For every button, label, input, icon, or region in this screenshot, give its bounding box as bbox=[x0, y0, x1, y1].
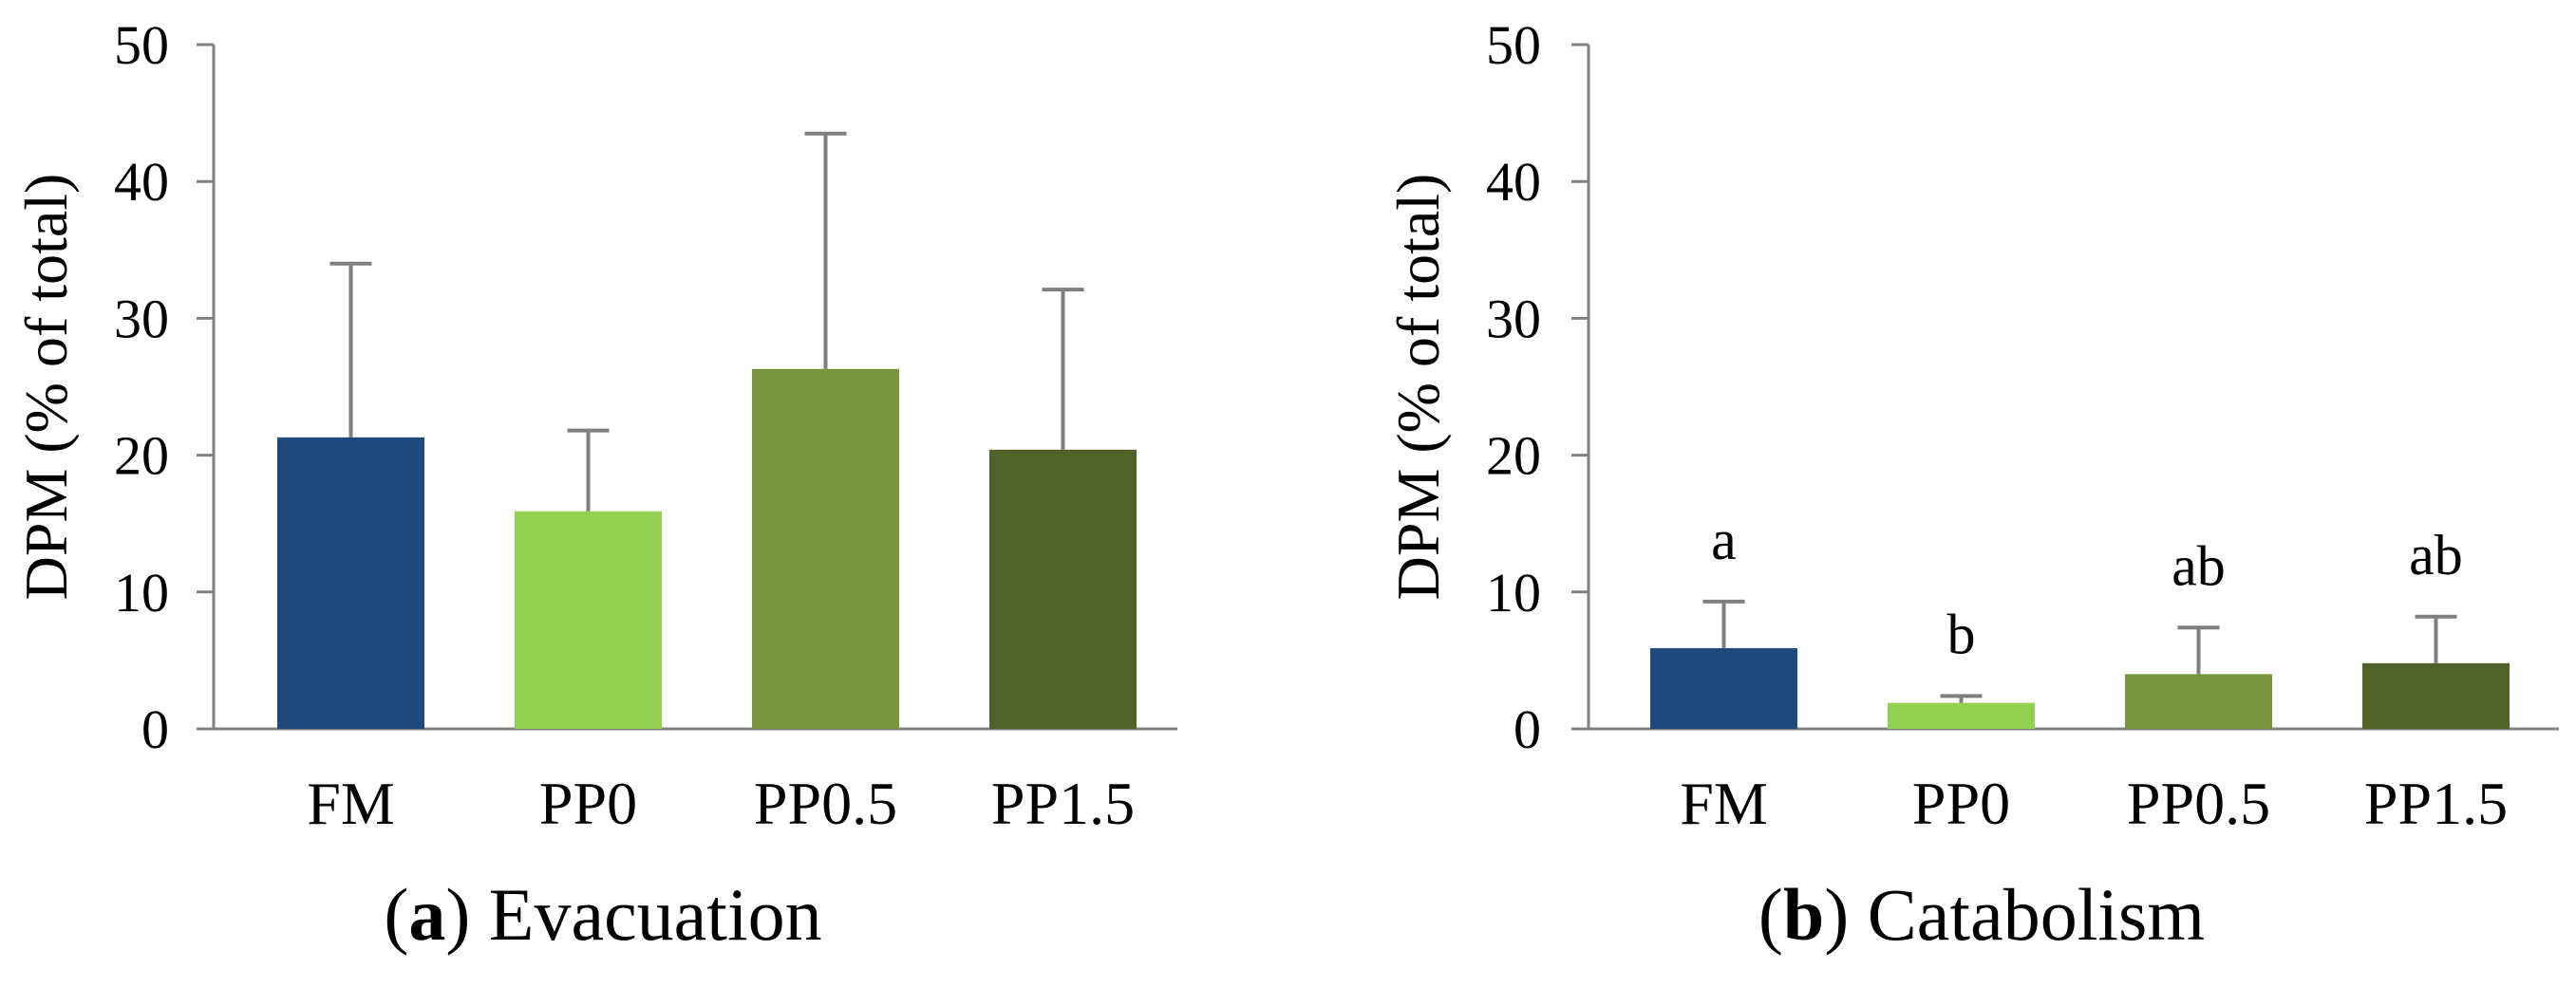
y-tick-label: 40 bbox=[1486, 151, 1541, 213]
x-category-label: FM bbox=[1680, 770, 1768, 837]
panel-caption: (b) Catabolism bbox=[1758, 873, 2205, 956]
significance-letter: ab bbox=[2409, 524, 2463, 587]
bar-pp0 bbox=[515, 511, 662, 729]
x-category-label: PP0.5 bbox=[2127, 770, 2270, 837]
x-category-label: FM bbox=[307, 770, 395, 837]
y-tick-label: 0 bbox=[1514, 699, 1541, 760]
panel-caption: (a) Evacuation bbox=[384, 873, 821, 956]
panel-title: Evacuation bbox=[489, 873, 822, 956]
bar-pp1-5 bbox=[989, 449, 1137, 729]
x-category-label: PP0 bbox=[1912, 770, 2010, 837]
y-axis-label: DPM (% of total) bbox=[12, 174, 80, 601]
significance-letter: ab bbox=[2172, 534, 2226, 597]
y-tick-label: 50 bbox=[1486, 14, 1541, 76]
y-tick-label: 20 bbox=[114, 425, 169, 487]
x-category-label: PP1.5 bbox=[991, 770, 1135, 837]
panel-title: Catabolism bbox=[1868, 873, 2205, 956]
chart-panel-a: 0 10 20 30 40 50 DPM (% of total) FM PP0 PP0.5 PP1… bbox=[12, 14, 1177, 956]
y-tick-label: 10 bbox=[1486, 562, 1541, 624]
bar-pp0-5 bbox=[2125, 674, 2272, 729]
significance-letter: b bbox=[1947, 603, 1976, 665]
y-tick-label: 20 bbox=[1486, 425, 1541, 487]
panel-letter: b bbox=[1783, 873, 1824, 956]
y-tick-label: 10 bbox=[114, 562, 169, 624]
x-category-label: PP0.5 bbox=[754, 770, 897, 837]
bar-fm bbox=[277, 437, 424, 729]
significance-letter: a bbox=[1711, 509, 1737, 571]
y-tick-label: 40 bbox=[114, 151, 169, 213]
bar-pp0-5 bbox=[752, 368, 899, 729]
y-tick-label: 0 bbox=[141, 699, 169, 760]
x-category-label: PP0 bbox=[539, 770, 637, 837]
x-category-label: PP1.5 bbox=[2364, 770, 2508, 837]
bar-pp1-5 bbox=[2362, 662, 2510, 729]
y-tick-label: 50 bbox=[114, 14, 169, 76]
chart-panel-b: 0 10 20 30 40 50 DPM (% of total) FM a PP0 b PP0.5 a… bbox=[1384, 14, 2559, 956]
panel-letter: a bbox=[408, 873, 445, 956]
bar-fm bbox=[1650, 647, 1797, 729]
y-tick-label: 30 bbox=[114, 288, 169, 349]
y-axis-label: DPM (% of total) bbox=[1384, 174, 1452, 601]
bar-pp0 bbox=[1888, 702, 2035, 729]
y-tick-label: 30 bbox=[1486, 288, 1541, 349]
